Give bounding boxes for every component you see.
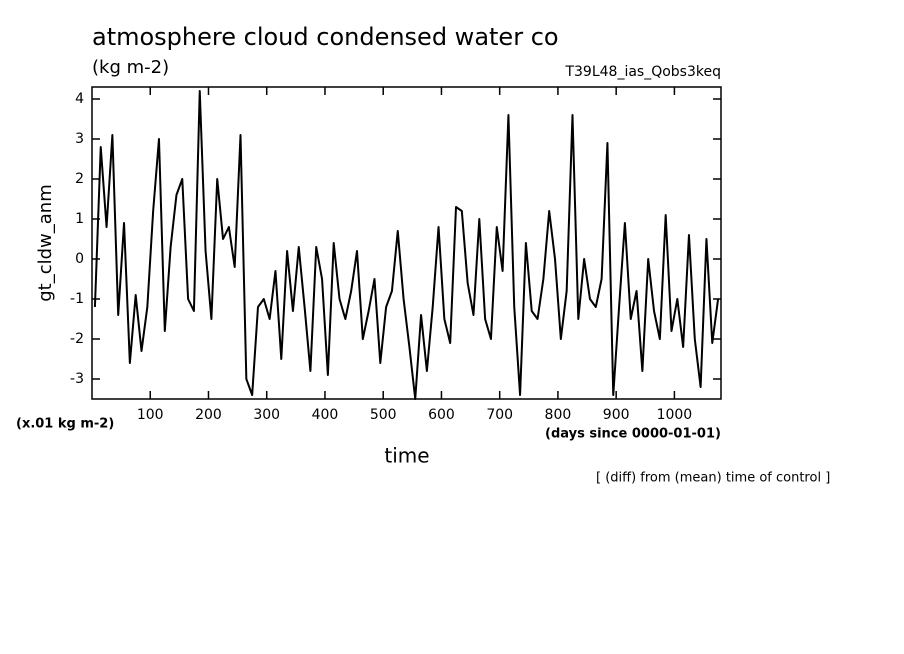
- y-units: (x.01 kg m-2): [16, 417, 114, 432]
- y-tick-label: 4: [75, 91, 84, 107]
- x-tick-label: 900: [603, 407, 630, 423]
- x-tick-label: 300: [253, 407, 280, 423]
- y-tick-label: -1: [70, 291, 84, 307]
- x-tick-label: 800: [545, 407, 572, 423]
- x-tick-label: 400: [312, 407, 339, 423]
- x-tick-label: 500: [370, 407, 397, 423]
- x-axis-label: time: [384, 444, 429, 468]
- x-tick-label: 200: [195, 407, 222, 423]
- y-tick-label: 2: [75, 171, 84, 187]
- x-tick-label: 600: [428, 407, 455, 423]
- x-tick-label: 1000: [657, 407, 693, 423]
- x-tick-label: 100: [137, 407, 164, 423]
- y-tick-label: 1: [75, 211, 84, 227]
- y-tick-label: 0: [75, 251, 84, 267]
- data-line: [93, 90, 720, 400]
- experiment-label: T39L48_ias_Qobs3keq: [564, 64, 721, 80]
- x-tick-label: 700: [486, 407, 513, 423]
- chart-title: atmosphere cloud condensed water co: [92, 23, 559, 51]
- note: [ (diff) from (mean) time of control ]: [596, 471, 830, 486]
- chart-subtitle: (kg m-2): [92, 57, 169, 78]
- plot-frame: [91, 86, 722, 400]
- y-tick-label: 3: [75, 131, 84, 147]
- y-axis-label: gt_cldw_anm: [35, 184, 56, 302]
- x-units: (days since 0000-01-01): [545, 427, 721, 442]
- y-tick-label: -3: [70, 371, 84, 387]
- y-tick-label: -2: [70, 331, 84, 347]
